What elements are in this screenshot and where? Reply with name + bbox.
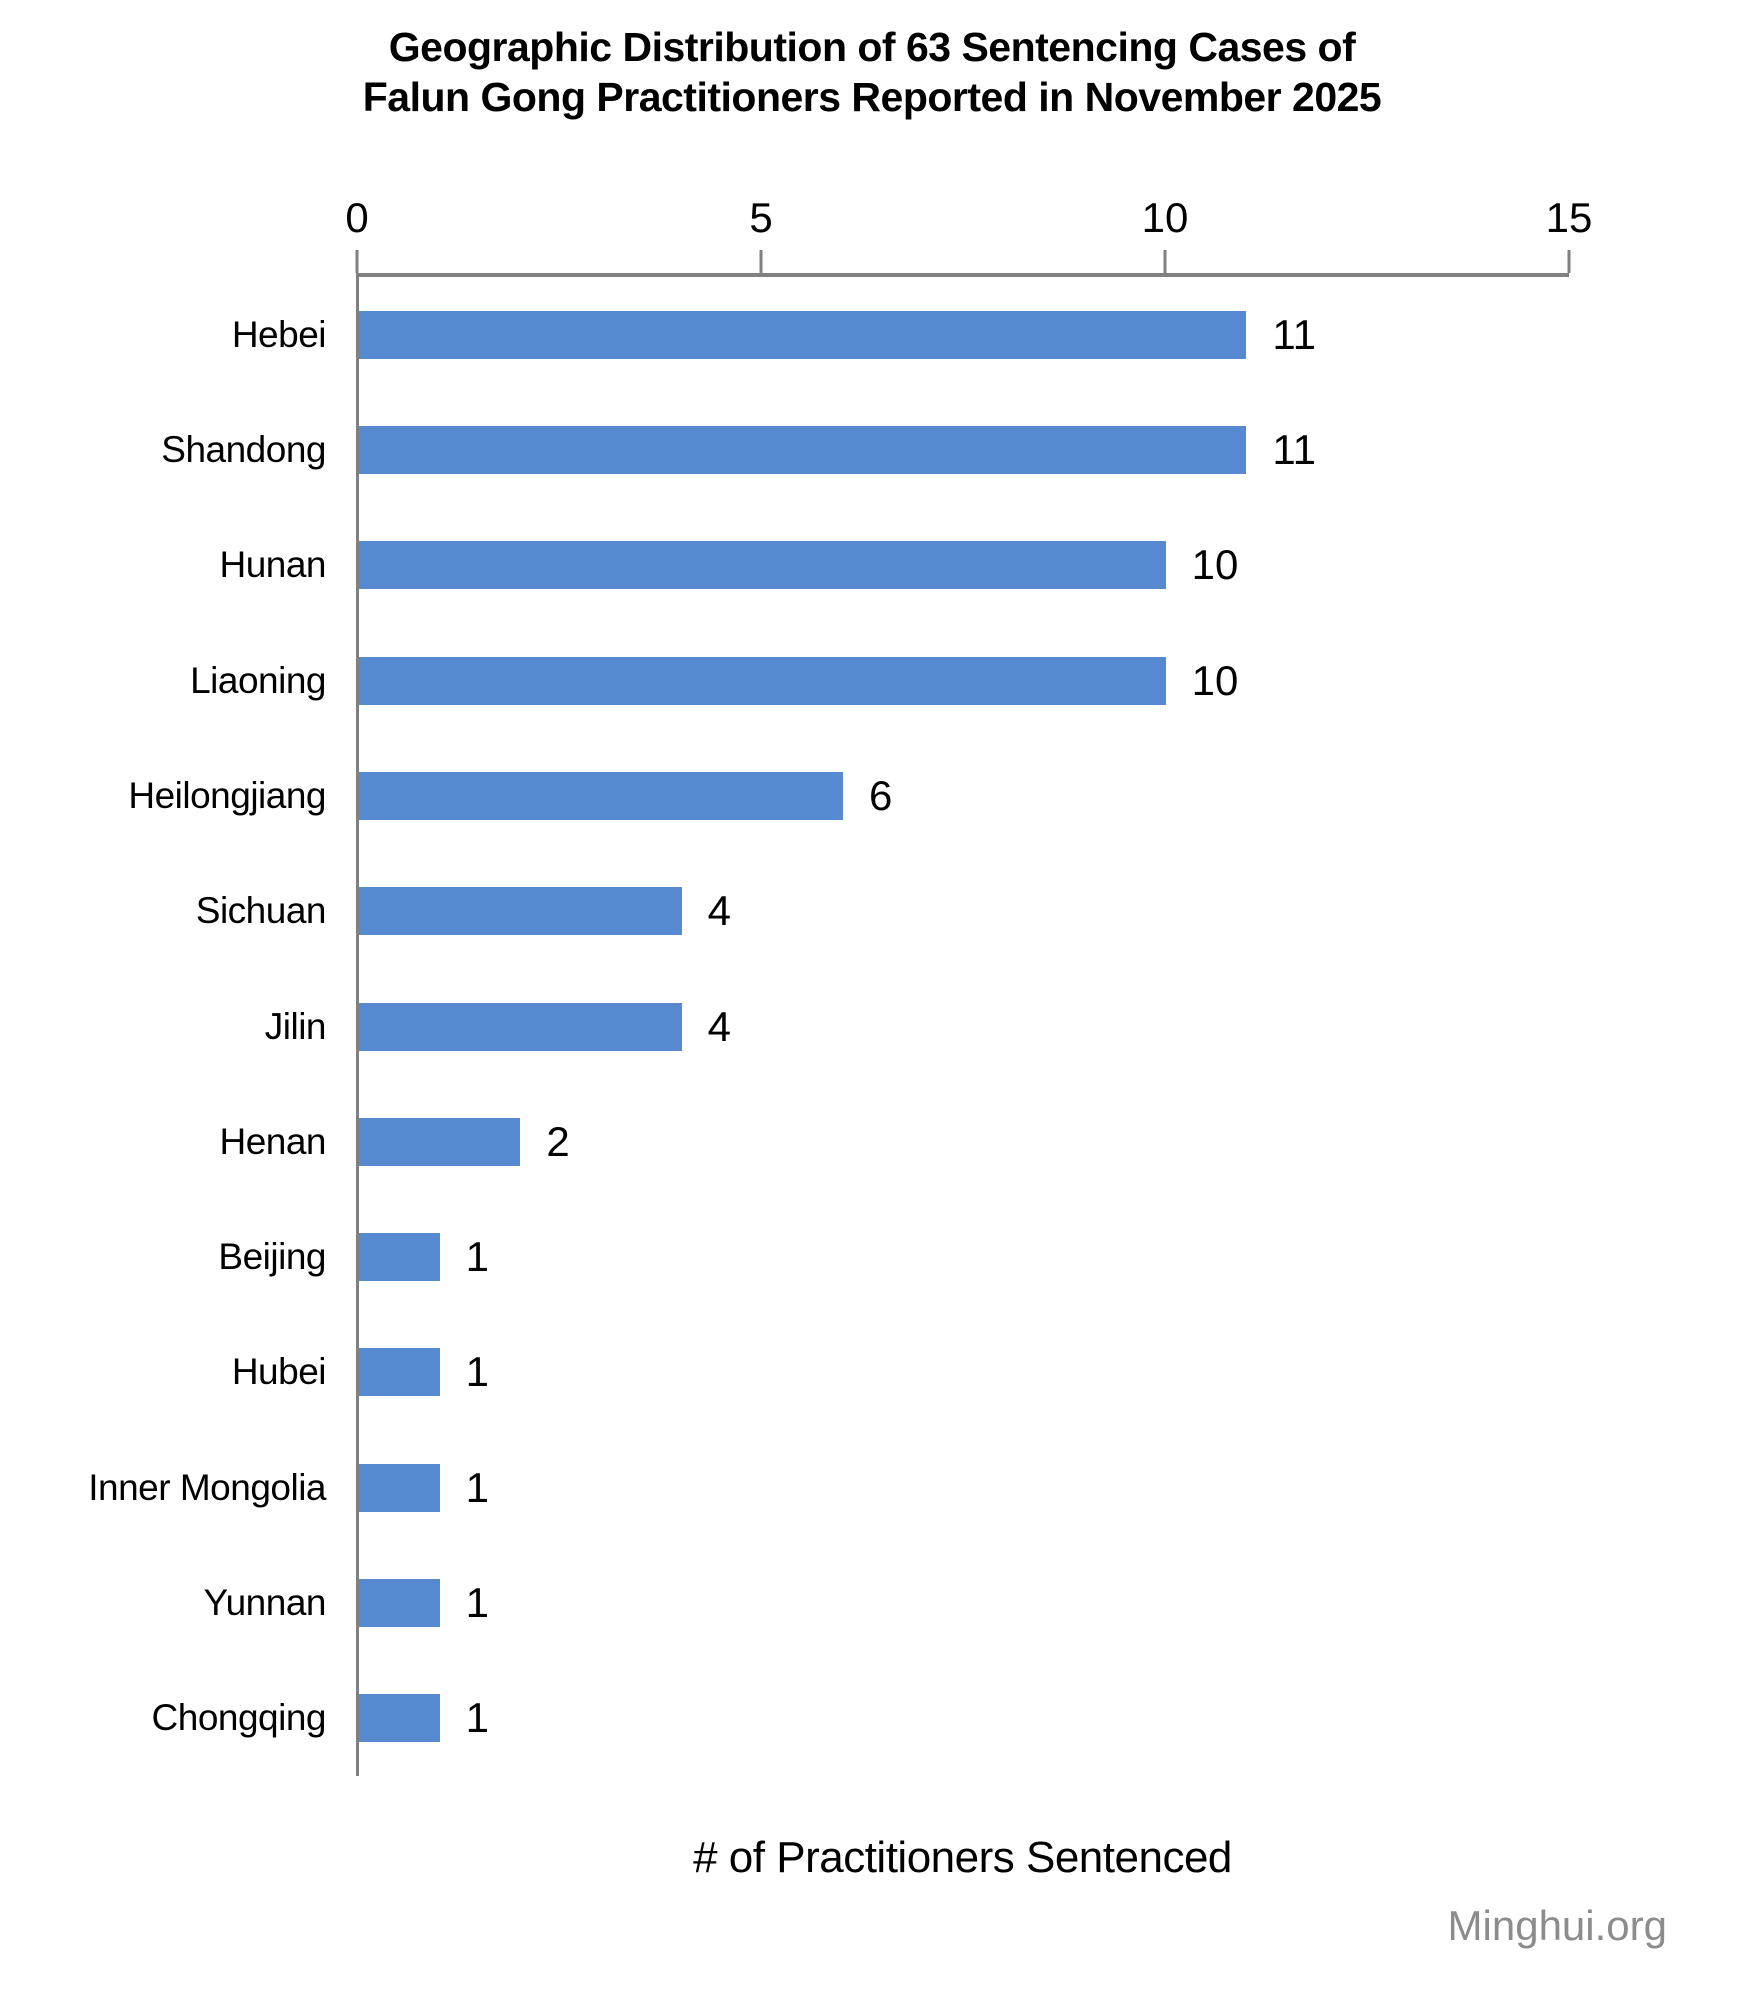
category-label: Chongqing — [151, 1697, 327, 1739]
value-label: 2 — [546, 1117, 570, 1165]
value-label: 1 — [465, 1694, 490, 1742]
bar-row: Hebei 11 — [232, 277, 1569, 392]
category-label: Hebei — [231, 313, 327, 355]
category-label: Shandong — [161, 428, 326, 470]
category-label: Yunnan — [203, 1582, 326, 1624]
bar-row: Sichuan 4 — [196, 854, 1569, 969]
bar — [359, 425, 1247, 474]
bar-rows: Hebei 11 Shandong 11 Hunan 10 Liaoning 1… — [88, 277, 1569, 1776]
bar — [359, 310, 1247, 359]
value-label: 11 — [1272, 310, 1316, 358]
bar — [359, 1002, 682, 1051]
bar-row: Hubei 1 — [232, 1315, 1569, 1430]
value-label: 4 — [707, 1002, 732, 1050]
bar-row: Shandong 11 — [161, 392, 1569, 507]
x-axis-ticks — [355, 250, 1571, 273]
value-label: 1 — [465, 1463, 490, 1511]
chart-title: Geographic Distribution of 63 Sentencing… — [0, 22, 1744, 122]
bar — [359, 1694, 440, 1743]
category-label: Heilongjiang — [128, 774, 326, 816]
source-credit: Minghui.org — [1447, 1902, 1667, 1949]
bar-row: Inner Mongolia 1 — [88, 1430, 1569, 1545]
x-axis-tick-label: 10 — [1141, 194, 1189, 241]
category-label: Sichuan — [195, 890, 327, 932]
category-label: Henan — [219, 1120, 326, 1162]
category-label: Jilin — [264, 1005, 327, 1047]
x-axis-tick-mark — [1567, 250, 1571, 273]
bar-row: Hunan 10 — [219, 508, 1569, 623]
value-label: 1 — [465, 1579, 490, 1627]
bar-row: Chongqing 1 — [152, 1661, 1569, 1776]
bar — [359, 1233, 440, 1282]
x-axis-tick-label: 0 — [345, 194, 369, 241]
bar — [359, 1579, 440, 1628]
x-axis-tick-label: 15 — [1545, 194, 1593, 241]
category-label: Inner Mongolia — [88, 1466, 326, 1508]
bar-row: Beijing 1 — [218, 1200, 1569, 1315]
bar-row: Henan 2 — [219, 1084, 1569, 1199]
bar — [359, 1117, 521, 1166]
category-label: Liaoning — [190, 659, 326, 701]
chart-title-line1: Geographic Distribution of 63 Sentencing… — [388, 24, 1356, 70]
bar — [359, 1463, 440, 1512]
value-label: 10 — [1191, 656, 1239, 704]
bar-row: Heilongjiang 6 — [128, 738, 1569, 853]
bar — [359, 541, 1166, 590]
plot-area: 0 5 10 15 Hebei 11 Shandong 11 Hunan 10 Lia… — [88, 194, 1592, 1776]
x-axis-tick-label: 5 — [749, 194, 773, 241]
x-axis-tick-labels: 0 5 10 15 — [345, 192, 1592, 244]
x-axis-tick-mark — [1163, 250, 1167, 273]
value-label: 11 — [1272, 425, 1316, 473]
value-label: 6 — [869, 771, 893, 819]
x-axis-title: # of Practitioners Sentenced — [693, 1833, 1232, 1882]
bar — [359, 1348, 440, 1397]
chart-title-line2: Falun Gong Practitioners Reported in Nov… — [362, 74, 1382, 120]
value-label: 10 — [1191, 541, 1239, 589]
bar-row: Jilin 4 — [265, 969, 1569, 1084]
category-label: Hubei — [231, 1351, 327, 1393]
bar — [359, 771, 843, 820]
value-label: 1 — [465, 1348, 490, 1396]
bar-row: Yunnan 1 — [203, 1545, 1569, 1660]
value-label: 1 — [465, 1233, 490, 1281]
x-axis-tick-mark — [355, 250, 359, 273]
bar — [359, 887, 682, 936]
category-label: Hunan — [219, 544, 326, 586]
value-label: 4 — [707, 887, 732, 935]
bar-row: Liaoning 10 — [190, 623, 1569, 738]
category-label: Beijing — [218, 1236, 326, 1278]
bar — [359, 656, 1166, 705]
x-axis-tick-mark — [759, 250, 763, 273]
